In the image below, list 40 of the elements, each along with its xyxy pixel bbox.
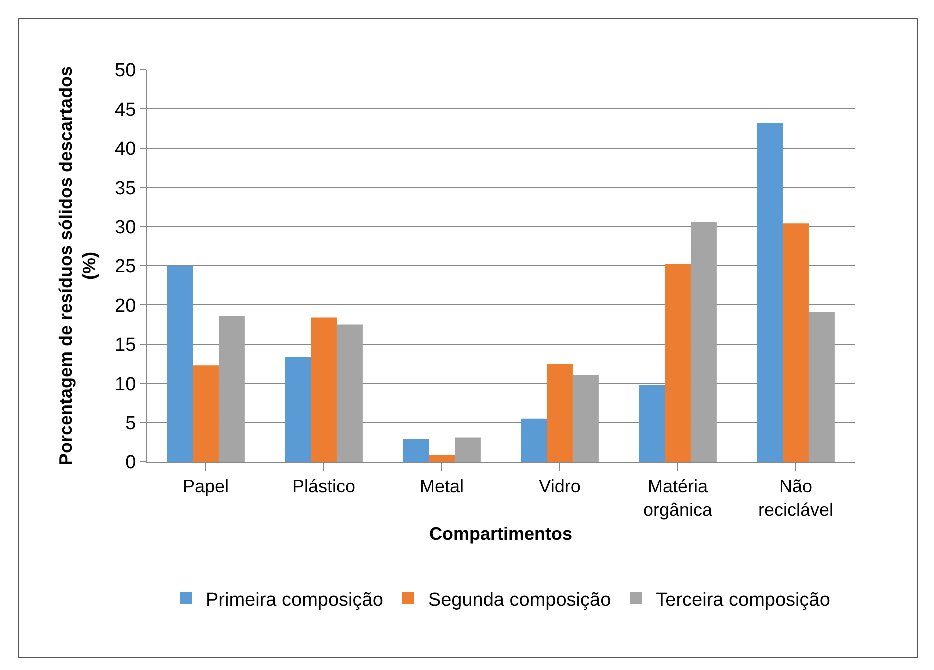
bar bbox=[454, 438, 481, 462]
bar bbox=[403, 439, 430, 462]
bar bbox=[547, 364, 573, 462]
bar bbox=[639, 385, 666, 462]
x-tick-label: Metal bbox=[420, 476, 464, 497]
y-tick-label: 25 bbox=[115, 256, 136, 278]
y-tick-label: 20 bbox=[115, 296, 136, 317]
y-tick-label: 10 bbox=[115, 374, 136, 396]
y-tick-label: 40 bbox=[115, 139, 136, 160]
x-axis-title: Compartimentos bbox=[429, 524, 573, 544]
y-tick-label: 0 bbox=[126, 452, 136, 474]
bar bbox=[783, 224, 809, 462]
bar bbox=[572, 374, 599, 462]
x-tick-label: Matéria orgânica bbox=[643, 476, 714, 520]
bar bbox=[429, 454, 455, 462]
bar bbox=[336, 324, 363, 462]
x-tick-label: Plástico bbox=[292, 476, 356, 497]
x-tick-label: Vidro bbox=[539, 476, 581, 497]
legend-label: Terceira composição bbox=[656, 590, 830, 611]
bar bbox=[808, 312, 835, 462]
bar bbox=[757, 123, 784, 462]
y-tick-label: 15 bbox=[115, 335, 136, 356]
bar bbox=[193, 366, 219, 462]
bar bbox=[311, 318, 337, 462]
y-tick-label: 30 bbox=[115, 217, 136, 238]
bar bbox=[167, 266, 194, 462]
bar bbox=[285, 356, 312, 462]
x-tick-label: Papel bbox=[182, 476, 230, 497]
y-tick-label: 50 bbox=[115, 60, 136, 82]
y-tick-label: 35 bbox=[115, 178, 136, 200]
legend-label: Primeira composição bbox=[206, 590, 384, 611]
bar bbox=[521, 418, 548, 462]
y-tick-label: 45 bbox=[115, 100, 136, 121]
y-tick-label: 5 bbox=[126, 413, 136, 434]
bar bbox=[665, 264, 691, 462]
legend-label: Segunda composição bbox=[428, 590, 612, 611]
bar bbox=[218, 316, 245, 462]
y-axis-title: Porcentagem de resíduos sólidos descartados (%) bbox=[56, 66, 100, 466]
x-tick-label: Não reciclável bbox=[758, 476, 834, 520]
bar bbox=[690, 222, 717, 462]
